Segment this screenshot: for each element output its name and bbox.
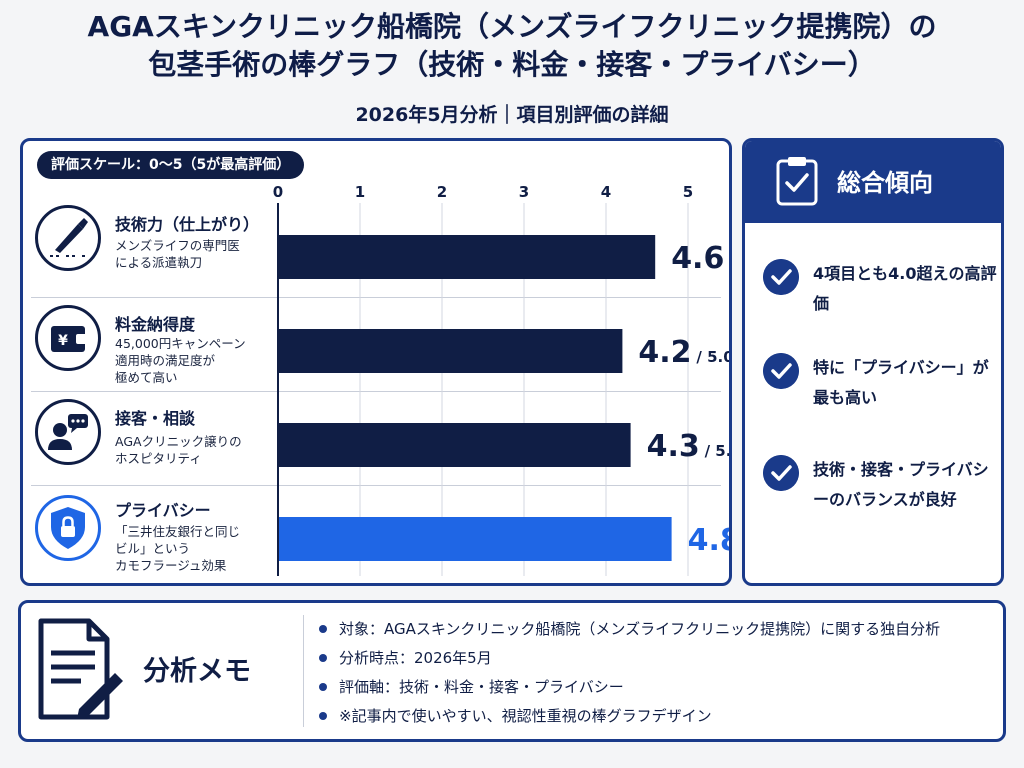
scale-label: 評価スケール：0〜5（5が最高評価） (37, 151, 305, 179)
trend-panel: 総合傾向 4項目とも4.0超えの高評価 特に「プライバシー」が最も高い 技術・接… (742, 138, 1004, 586)
data-label: 4.2 (638, 335, 691, 370)
memo-panel: 分析メモ 対象：AGAスキンクリニック船橋院（メンズライフクリニック提携院）に関… (18, 600, 1006, 742)
tick-label: 3 (519, 183, 529, 201)
scalpel-icon (35, 205, 101, 271)
data-label-suffix: / 5.0 (705, 442, 729, 460)
trend-text: 4項目とも4.0超えの高評価 (813, 264, 997, 313)
row-name-technique: 技術力（仕上がり） (115, 215, 260, 234)
tick-label: 2 (437, 183, 447, 201)
row-separator (31, 391, 721, 392)
trend-title: 総合傾向 (837, 169, 933, 197)
row-name-privacy: プライバシー (115, 501, 211, 520)
row-desc-price: 45,000円キャンペーン 適用時の満足度が 極めて高い (115, 336, 246, 385)
check-circle-icon (763, 259, 799, 295)
shield-lock-icon (35, 495, 101, 561)
tick-label: 1 (355, 183, 365, 201)
row-name-service: 接客・相談 (115, 409, 196, 428)
tick-label: 4 (601, 183, 611, 201)
bar (279, 235, 656, 279)
row-desc-privacy: 「三井住友銀行と同じ ビル」という カモフラージュ効果 (115, 524, 241, 573)
page-title: AGAスキンクリニック船橋院（メンズライフクリニック提携院）の 包茎手術の棒グラ… (0, 8, 1024, 84)
title-line-1: AGAスキンクリニック船橋院（メンズライフクリニック提携院）の (87, 10, 937, 43)
memo-divider (303, 615, 304, 727)
trend-text: 技術・接客・プライバシーのバランスが良好 (813, 460, 989, 509)
row-separator (31, 297, 721, 298)
trend-text: 特に「プライバシー」が最も高い (813, 358, 989, 407)
svg-text:¥: ¥ (58, 333, 68, 349)
tick-label: 5 (683, 183, 693, 201)
data-label: 4.6 (671, 241, 724, 276)
check-circle-icon (763, 455, 799, 491)
consultation-icon (35, 399, 101, 465)
trend-header: 総合傾向 (745, 141, 1001, 223)
data-label: 4.3 (647, 429, 700, 464)
row-desc-service: AGAクリニック譲りの ホスピタリティ (115, 434, 242, 466)
bar (279, 423, 631, 467)
memo-title: 分析メモ (143, 656, 251, 687)
data-label-suffix: / 5.0 (696, 348, 729, 366)
row-separator (31, 485, 721, 486)
document-pen-icon (38, 618, 123, 720)
bar (279, 517, 672, 561)
memo-item: 対象：AGAスキンクリニック船橋院（メンズライフクリニック提携院）に関する独自分… (317, 615, 940, 644)
page-subtitle: 2026年5月分析｜項目別評価の詳細 (355, 104, 669, 126)
data-label: 4.8 (688, 523, 729, 558)
check-circle-icon (763, 353, 799, 389)
chart-panel: 評価スケール：0〜5（5が最高評価） 技術力（仕上がり） メンズライフの専門医 … (20, 138, 732, 586)
bar (279, 329, 623, 373)
clipboard-check-icon (776, 157, 818, 206)
memo-list: 対象：AGAスキンクリニック船橋院（メンズライフクリニック提携院）に関する独自分… (317, 615, 940, 731)
title-line-2: 包茎手術の棒グラフ（技術・料金・接客・プライバシー） (148, 48, 876, 81)
memo-item: ※記事内で使いやすい、視認性重視の棒グラフデザイン (317, 702, 940, 731)
tick-label: 0 (273, 183, 283, 201)
memo-item: 分析時点：2026年5月 (317, 644, 940, 673)
memo-item: 評価軸：技術・料金・接客・プライバシー (317, 673, 940, 702)
row-name-price: 料金納得度 (115, 315, 196, 334)
row-desc-technique: メンズライフの専門医 による派遣執刀 (115, 238, 240, 270)
wallet-yen-icon: ¥ (35, 305, 101, 371)
